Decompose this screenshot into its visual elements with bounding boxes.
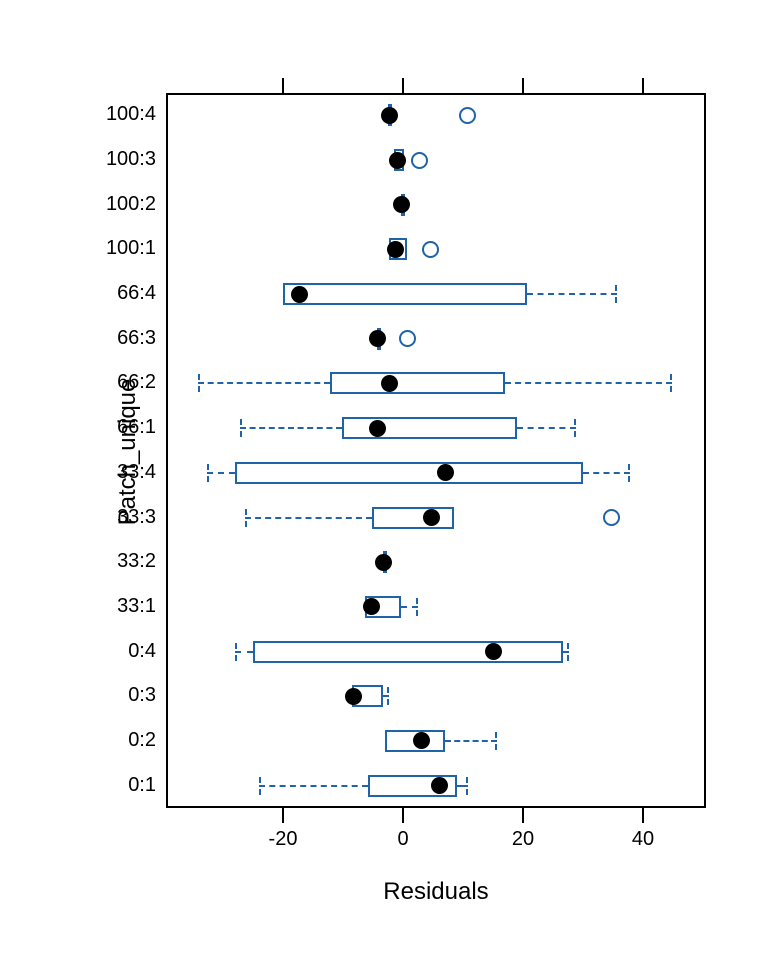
right-whisker-end: [387, 687, 390, 706]
median-dot: [380, 106, 398, 124]
x-axis-top-tick: [522, 78, 524, 93]
median-dot: [291, 285, 309, 303]
right-whisker-end: [669, 374, 672, 393]
x-axis-top-tick: [282, 78, 284, 93]
x-axis-tick: [522, 808, 524, 823]
left-whisker: [235, 650, 253, 653]
left-whisker: [239, 427, 342, 430]
median-dot: [381, 374, 399, 392]
median-dot: [368, 330, 386, 348]
right-whisker: [563, 650, 570, 653]
left-whisker: [245, 516, 372, 519]
x-tick-label: 0: [397, 828, 409, 850]
y-category-label: 0:3: [128, 684, 156, 707]
outlier-point: [398, 330, 416, 348]
y-category-label: 66:4: [117, 282, 156, 305]
median-dot: [386, 240, 404, 258]
median-dot: [422, 509, 440, 527]
right-whisker: [383, 695, 390, 698]
right-whisker: [505, 382, 672, 385]
right-whisker: [445, 739, 498, 742]
right-whisker: [583, 471, 630, 474]
boxplot-box: [341, 417, 517, 440]
x-axis-tick: [402, 808, 404, 823]
y-category-label: 33:2: [117, 550, 156, 573]
median-dot: [369, 419, 387, 437]
left-whisker: [197, 382, 330, 385]
left-whisker-end: [239, 419, 242, 438]
y-category-label: 100:4: [105, 103, 156, 126]
left-whisker: [206, 471, 235, 474]
x-axis-top-tick: [402, 78, 404, 93]
y-category-label: 66:3: [117, 326, 156, 349]
left-whisker: [259, 784, 369, 787]
left-whisker-end: [206, 463, 209, 482]
right-whisker-end: [567, 642, 570, 661]
x-axis-tick: [282, 808, 284, 823]
right-whisker: [401, 605, 418, 608]
boxplot-box: [253, 640, 564, 663]
x-tick-label: -20: [268, 828, 298, 850]
y-category-label: 100:1: [105, 237, 156, 260]
y-category-label: 66:1: [117, 416, 156, 439]
left-whisker-end: [235, 642, 237, 661]
median-dot: [344, 687, 362, 705]
y-category-label: 33:1: [117, 594, 156, 617]
y-category-label: 0:4: [128, 639, 156, 662]
outlier-point: [458, 106, 476, 124]
boxplot-box: [235, 461, 583, 484]
left-whisker-end: [197, 374, 200, 393]
y-category-label: 0:2: [128, 728, 156, 751]
y-category-label: 33:4: [117, 460, 156, 483]
right-whisker-end: [465, 776, 468, 795]
left-whisker-end: [259, 776, 261, 795]
right-whisker-end: [416, 597, 418, 616]
left-whisker-end: [245, 508, 248, 527]
median-dot: [393, 196, 411, 214]
right-whisker-end: [495, 731, 498, 750]
y-category-label: 100:3: [105, 148, 156, 171]
y-category-label: 66:2: [117, 371, 156, 394]
outlier-point: [602, 509, 620, 527]
boxplot-box: [371, 506, 454, 529]
outlier-point: [421, 240, 439, 258]
y-category-label: 33:3: [117, 505, 156, 528]
right-whisker: [517, 427, 576, 430]
y-category-label: 0:1: [128, 773, 156, 796]
right-whisker-end: [573, 419, 576, 438]
plot-area: [166, 93, 706, 808]
median-dot: [436, 464, 454, 482]
x-tick-label: 20: [511, 828, 535, 850]
right-whisker-end: [627, 463, 630, 482]
right-whisker: [457, 784, 468, 787]
median-dot: [430, 777, 448, 795]
median-dot: [375, 553, 393, 571]
outlier-point: [411, 151, 429, 169]
median-dot: [412, 732, 430, 750]
x-axis-tick: [642, 808, 644, 823]
right-whisker-end: [614, 285, 617, 304]
right-whisker: [527, 293, 617, 296]
x-tick-label: 40: [631, 828, 655, 850]
median-dot: [362, 598, 380, 616]
boxplot-box: [283, 283, 528, 306]
y-category-label: 100:2: [105, 192, 156, 215]
median-dot: [388, 151, 406, 169]
median-dot: [484, 643, 502, 661]
boxplot-box: [329, 372, 505, 395]
x-axis-title: Residuals: [383, 878, 489, 905]
x-axis-top-tick: [642, 78, 644, 93]
